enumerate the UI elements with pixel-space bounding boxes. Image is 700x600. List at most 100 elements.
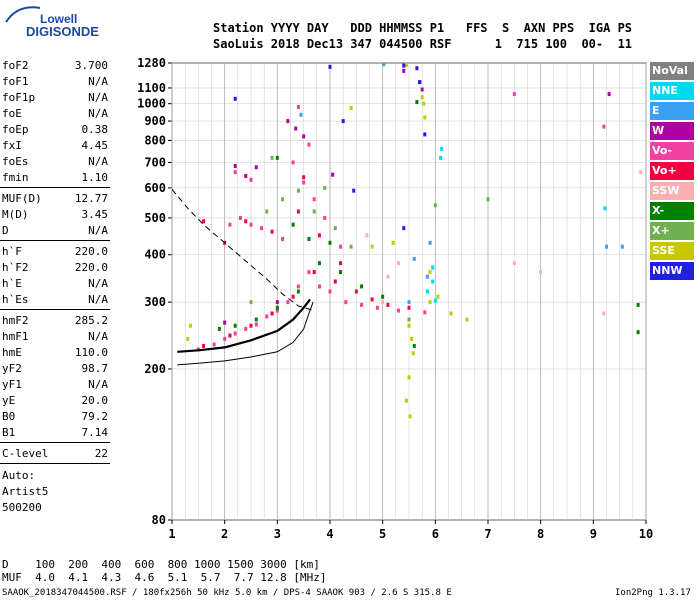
y-tick-label: 600 (144, 181, 166, 195)
echo-point (431, 279, 435, 284)
param-value: 3.700 (74, 59, 108, 72)
echo-point (254, 317, 258, 322)
legend-item: X+ (650, 222, 694, 240)
echo-point (423, 132, 427, 137)
logo-digisonde: DIGISONDE (26, 24, 99, 39)
x-tick-label: 2 (221, 527, 228, 541)
param-row: fmin 1.10 (2, 170, 108, 186)
echo-point (386, 274, 390, 279)
param-row: foE N/A (2, 106, 108, 122)
echo-point (312, 209, 316, 214)
echo-point (228, 333, 232, 338)
param-label: hmF1 (2, 330, 29, 343)
legend-item: NNW (650, 262, 694, 280)
param-value: 220.0 (74, 261, 108, 274)
y-tick-label: 400 (144, 248, 166, 262)
param-row: D N/A (2, 223, 108, 239)
echo-point (233, 170, 237, 175)
y-tick-label: 80 (152, 513, 166, 527)
echo-point (602, 124, 606, 129)
echo-point (296, 188, 300, 193)
echo-point (317, 284, 321, 289)
param-value: N/A (88, 224, 108, 237)
echo-point (407, 300, 411, 305)
y-tick-label: 1000 (137, 97, 166, 111)
param-row: foF1p N/A (2, 90, 108, 106)
echo-point (607, 92, 611, 97)
echo-point (431, 265, 435, 270)
param-value: N/A (88, 107, 108, 120)
echo-point (603, 206, 607, 211)
param-label: yF1 (2, 378, 22, 391)
param-label: hmE (2, 346, 22, 359)
legend-item: X- (650, 202, 694, 220)
echo-point (636, 330, 640, 335)
param-value: 220.0 (74, 245, 108, 258)
logo-arc-icon (5, 6, 41, 23)
echo-point (249, 323, 253, 328)
param-label: fmin (2, 171, 29, 184)
echo-point (307, 237, 311, 242)
echo-point (244, 173, 248, 178)
echo-point (275, 155, 279, 160)
echo-point (223, 320, 227, 325)
echo-point (512, 92, 516, 97)
echo-point (402, 226, 406, 231)
echo-point (186, 336, 190, 341)
param-label: hmF2 (2, 314, 29, 327)
echo-point (296, 289, 300, 294)
echo-point (512, 261, 516, 266)
echo-point (323, 215, 327, 220)
y-tick-label: 1280 (137, 56, 166, 70)
param-row: B0 79.2 (2, 409, 108, 425)
param-value: N/A (88, 75, 108, 88)
param-value: 285.2 (74, 314, 108, 327)
echo-point (249, 222, 253, 227)
echo-point (407, 375, 411, 380)
echo-point (217, 326, 221, 331)
param-value: N/A (88, 378, 108, 391)
param-row: B1 7.14 (2, 425, 108, 441)
echo-point (249, 177, 253, 182)
echo-point (275, 308, 279, 313)
echo-point (428, 270, 432, 275)
echo-point (352, 188, 356, 193)
autoscaling-info: Artist5 (2, 485, 49, 498)
echo-point (449, 311, 453, 316)
echo-point (270, 155, 274, 160)
param-row: hmF2 285.2 (2, 313, 108, 329)
legend-item: W (650, 122, 694, 140)
echo-point (275, 305, 279, 310)
echo-point (433, 203, 437, 208)
param-label: M(D) (2, 208, 29, 221)
echo-point (302, 175, 306, 180)
param-row: yE 20.0 (2, 393, 108, 409)
echo-point (244, 219, 248, 224)
echo-point (339, 270, 343, 275)
echo-point (202, 219, 206, 224)
echo-point (411, 351, 415, 356)
param-row: foEs N/A (2, 154, 108, 170)
echo-point (436, 294, 440, 299)
footer-version: Ion2Png 1.3.17 (615, 588, 691, 598)
echo-point (370, 297, 374, 302)
logo-lowell: Lowell (40, 12, 78, 26)
param-row: h`E N/A (2, 276, 108, 292)
echo-point (291, 160, 295, 165)
echo-point (233, 96, 237, 101)
echo-point (286, 300, 290, 305)
echo-point (260, 226, 264, 231)
param-row: M(D) 3.45 (2, 207, 108, 223)
echo-point (539, 270, 543, 275)
echo-point (410, 336, 414, 341)
echo-point (360, 284, 364, 289)
param-value: 22 (94, 447, 108, 460)
param-value: N/A (88, 293, 108, 306)
echo-point (396, 261, 400, 266)
param-value: N/A (88, 155, 108, 168)
y-tick-label: 900 (144, 114, 166, 128)
echo-point (333, 279, 337, 284)
echo-point (265, 314, 269, 319)
param-value: N/A (88, 277, 108, 290)
